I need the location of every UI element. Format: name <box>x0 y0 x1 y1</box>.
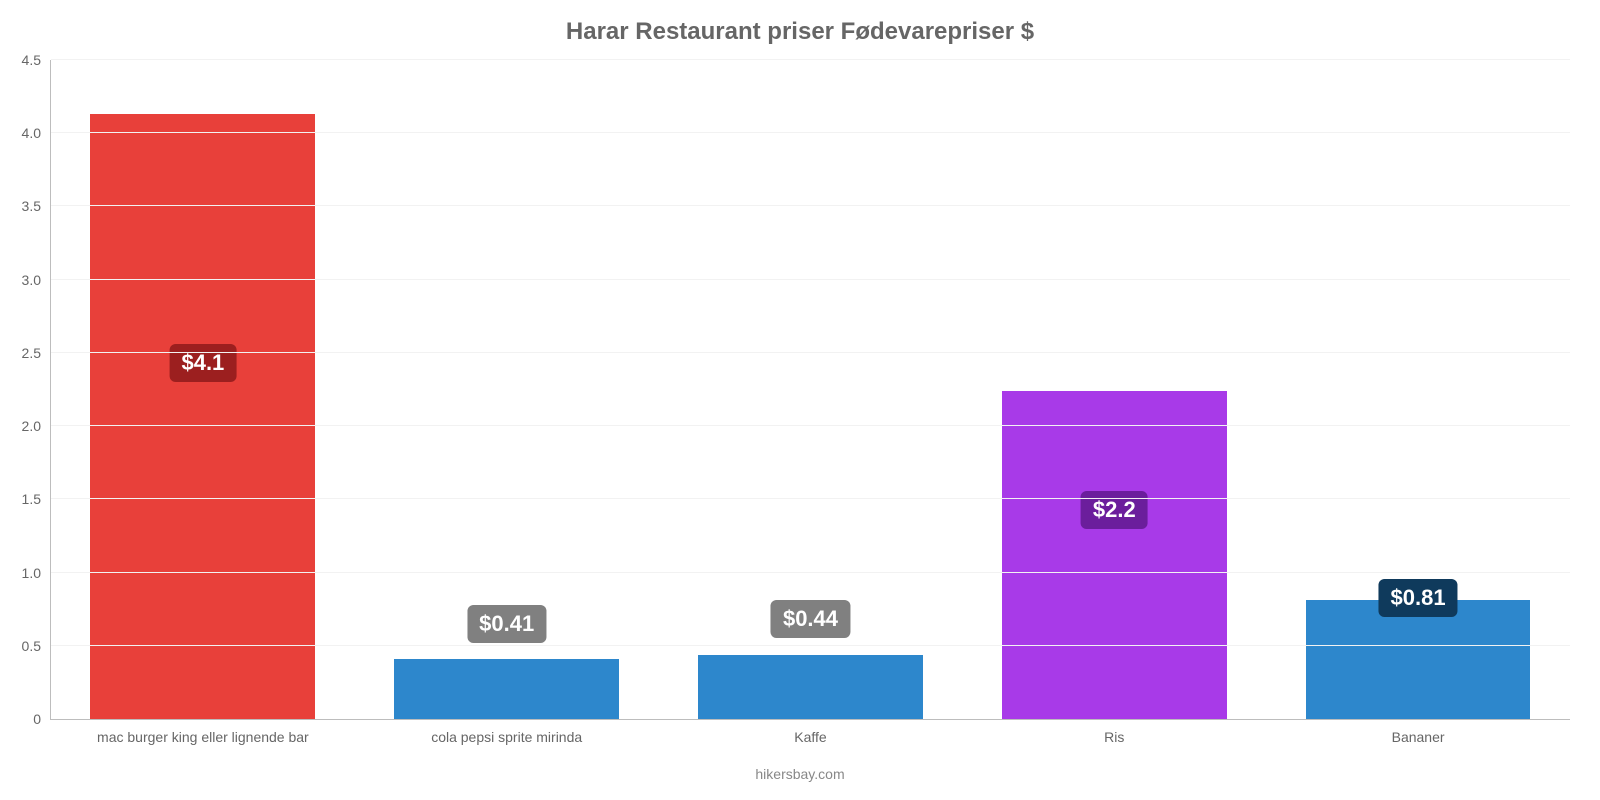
chart-footer: hikersbay.com <box>0 766 1600 782</box>
ytick-label: 0 <box>33 711 51 727</box>
xtick-label: Ris <box>1104 719 1124 745</box>
ytick-label: 1.5 <box>22 491 51 507</box>
bar-slot: Kaffe$0.44 <box>659 60 963 719</box>
grid-line <box>51 645 1570 646</box>
value-badge: $0.44 <box>771 600 850 638</box>
xtick-label: Kaffe <box>794 719 826 745</box>
value-badge: $2.2 <box>1081 491 1148 529</box>
xtick-label: cola pepsi sprite mirinda <box>431 719 582 745</box>
grid-line <box>51 572 1570 573</box>
bar <box>698 655 923 719</box>
ytick-label: 3.5 <box>22 198 51 214</box>
bars-layer: mac burger king eller lignende bar$4.1co… <box>51 60 1570 719</box>
grid-line <box>51 425 1570 426</box>
grid-line <box>51 132 1570 133</box>
bar-slot: Ris$2.2 <box>962 60 1266 719</box>
chart-title: Harar Restaurant priser Fødevarepriser $ <box>0 18 1600 46</box>
ytick-label: 2.5 <box>22 345 51 361</box>
ytick-label: 4.5 <box>22 52 51 68</box>
ytick-label: 0.5 <box>22 638 51 654</box>
xtick-label: mac burger king eller lignende bar <box>97 719 309 745</box>
bar-slot: Bananer$0.81 <box>1266 60 1570 719</box>
chart-container: Harar Restaurant priser Fødevarepriser $… <box>0 0 1600 800</box>
grid-line <box>51 279 1570 280</box>
grid-line <box>51 498 1570 499</box>
grid-line <box>51 205 1570 206</box>
grid-line <box>51 59 1570 60</box>
xtick-label: Bananer <box>1392 719 1445 745</box>
plot-area: mac burger king eller lignende bar$4.1co… <box>50 60 1570 720</box>
ytick-label: 3.0 <box>22 272 51 288</box>
value-badge: $0.41 <box>467 605 546 643</box>
bar-slot: mac burger king eller lignende bar$4.1 <box>51 60 355 719</box>
bar-slot: cola pepsi sprite mirinda$0.41 <box>355 60 659 719</box>
bar <box>1306 600 1531 719</box>
value-badge: $4.1 <box>169 344 236 382</box>
grid-line <box>51 352 1570 353</box>
ytick-label: 4.0 <box>22 125 51 141</box>
ytick-label: 1.0 <box>22 565 51 581</box>
bar <box>394 659 619 719</box>
bar <box>1002 391 1227 719</box>
ytick-label: 2.0 <box>22 418 51 434</box>
value-badge: $0.81 <box>1379 579 1458 617</box>
